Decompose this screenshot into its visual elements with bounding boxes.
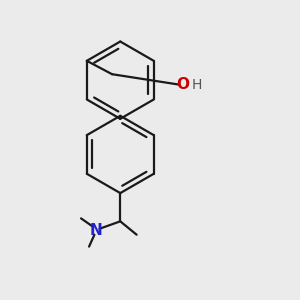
- Text: H: H: [192, 78, 202, 92]
- Text: O: O: [176, 77, 189, 92]
- Text: N: N: [89, 223, 102, 238]
